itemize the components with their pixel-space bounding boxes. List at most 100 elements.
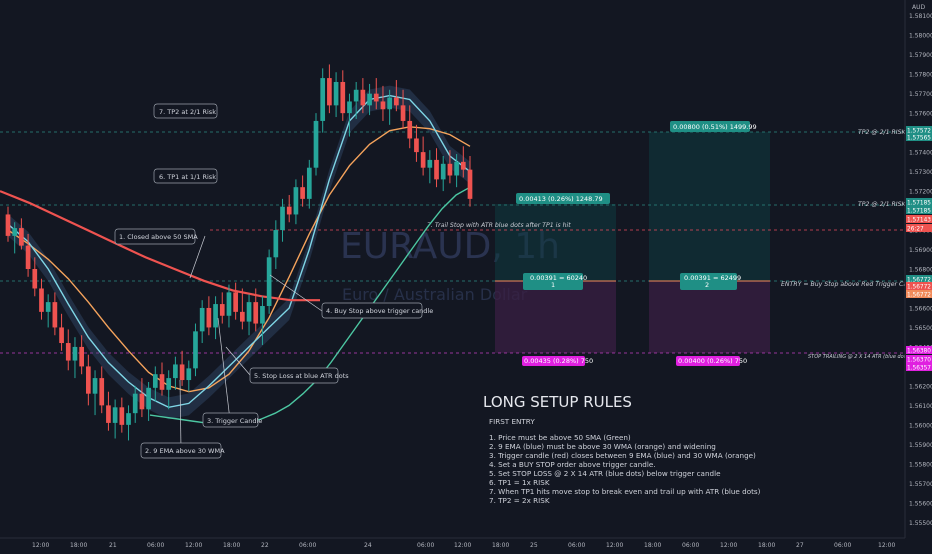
position-1-target-label[interactable]: 0.00413 (0.26%) 1248.79	[516, 193, 610, 204]
candle-body	[320, 78, 326, 121]
price-tag-label: 1.57572	[907, 129, 931, 135]
time-tick-label: 06:00	[568, 542, 585, 549]
time-tick-label: 18:00	[758, 542, 775, 549]
time-tick-label: 25	[530, 542, 538, 549]
price-tag-label: 1.56772	[907, 278, 931, 284]
position-1-target-zone[interactable]	[495, 204, 616, 281]
position-1-stop-label[interactable]: 0.00435 (0.28%) 750	[522, 356, 593, 366]
price-tick-label: 1.57300	[909, 169, 932, 176]
callout-stop-loss[interactable]: 5. Stop Loss at blue ATR dots	[249, 367, 349, 384]
position-2-target-zone[interactable]	[649, 132, 770, 281]
candle-body	[253, 302, 259, 324]
candle-body	[273, 230, 279, 258]
candle-body	[72, 346, 78, 361]
callout-ema-above-wma[interactable]: 2. 9 EMA above 30 WMA	[140, 442, 225, 459]
price-tick-label: 1.57900	[909, 52, 932, 59]
price-tick-label: 1.56800	[909, 267, 932, 274]
position-2-target-label[interactable]: 0.00800 (0.51%) 1499.99	[670, 121, 757, 132]
candle-body	[400, 105, 406, 121]
candle-body	[260, 306, 265, 324]
time-tick-label: 18:00	[644, 542, 661, 549]
candle-body	[333, 81, 339, 106]
price-tick-label: 1.55500	[909, 520, 932, 527]
candle-body	[420, 152, 426, 168]
price-tag-label: 1.57185	[907, 201, 931, 207]
candle-body	[132, 393, 138, 414]
trail-note: 7. Trail Stop with ATR blue dots after T…	[427, 221, 571, 229]
rule-item: 6. TP1 = 1x RISK	[489, 478, 550, 487]
candle-body	[199, 307, 205, 332]
time-axis[interactable]	[0, 538, 932, 550]
callout-tp1[interactable]: 6. TP1 at 1/1 Risk	[153, 168, 218, 184]
price-tag-label: 1.56772	[907, 285, 931, 291]
candle-body	[139, 393, 145, 410]
candle-body	[380, 101, 386, 110]
candle-body	[112, 407, 118, 423]
candle-body	[434, 159, 439, 180]
price-tick-label: 1.56500	[909, 325, 932, 332]
svg-text:1: 1	[551, 281, 555, 289]
price-tag	[906, 290, 932, 298]
price-tag-label: 1.56772	[907, 293, 931, 299]
candle-body	[347, 101, 352, 114]
candle-body	[25, 245, 31, 269]
tp2-line-label: TP2 @ 2/1 RISK	[858, 128, 907, 136]
position-2-stop-zone[interactable]	[649, 281, 770, 353]
callout-closed-above-sma[interactable]: 1. Closed above 50 SMA	[114, 228, 198, 245]
candle-body	[19, 228, 24, 246]
price-tag-label: 1.57185	[907, 209, 931, 215]
time-tick-label: 27	[796, 542, 804, 549]
time-tick-label: 22	[261, 542, 269, 549]
candle-body	[440, 163, 446, 180]
candle-body	[39, 288, 44, 312]
candle-body	[45, 302, 51, 312]
svg-text:0.00435 (0.28%) 750: 0.00435 (0.28%) 750	[524, 357, 593, 365]
price-tick-label: 1.56900	[909, 247, 932, 254]
svg-text:0.00800 (0.51%) 1499.99: 0.00800 (0.51%) 1499.99	[673, 123, 757, 131]
price-tag	[906, 133, 932, 141]
time-tick-label: 12:00	[185, 542, 202, 549]
price-tick-label: 1.57400	[909, 150, 932, 157]
position-2-entry-label[interactable]: 0.00391 = 62499 2	[680, 273, 741, 290]
candle-body	[353, 89, 359, 102]
svg-text:2: 2	[705, 281, 709, 289]
stop-line-label: STOP TRAILING @ 2 X 14 ATR (blue dots)	[808, 354, 910, 360]
svg-text:1. Closed above 50 SMA: 1. Closed above 50 SMA	[119, 233, 198, 241]
entry-line-label: ENTRY = Buy Stop above Red Trigger Candl…	[781, 280, 921, 288]
candle-body	[327, 78, 332, 106]
candle-body	[246, 302, 252, 322]
svg-text:0.00413 (0.26%) 1248.79: 0.00413 (0.26%) 1248.79	[519, 195, 603, 203]
svg-text:0.00391 = 62499: 0.00391 = 62499	[684, 274, 741, 282]
candle-body	[300, 187, 305, 199]
price-tag	[906, 215, 932, 223]
candle-body	[387, 97, 392, 110]
time-tick-label: 12:00	[606, 542, 623, 549]
position-1-stop-zone[interactable]	[495, 281, 616, 353]
candle-body	[219, 304, 225, 316]
candle-body	[407, 120, 413, 139]
svg-text:7. TP2 at 2/1 Risk: 7. TP2 at 2/1 Risk	[159, 108, 216, 116]
position-1-entry-label[interactable]: 0.00391 = 60240 1	[523, 273, 587, 290]
candle-body	[467, 169, 473, 199]
time-tick-label: 12:00	[454, 542, 471, 549]
candle-body	[166, 378, 172, 390]
price-tag	[906, 355, 932, 363]
callout-tp2[interactable]: 7. TP2 at 2/1 Risk	[153, 103, 218, 119]
candle-body	[79, 346, 84, 367]
candlesticks[interactable]	[5, 64, 473, 441]
price-tick-label: 1.57800	[909, 72, 932, 79]
rule-item: 2. 9 EMA (blue) must be above 30 WMA (or…	[489, 442, 716, 451]
price-tag	[906, 206, 932, 214]
callout-trigger-candle[interactable]: 3. Trigger Candle	[202, 412, 262, 428]
rules-subtitle: FIRST ENTRY	[489, 417, 535, 426]
candle-body	[186, 368, 192, 381]
price-tick-label: 1.58100	[909, 13, 932, 20]
callout-buy-stop[interactable]: 4. Buy Stop above trigger candle	[321, 302, 433, 319]
candle-body	[65, 343, 71, 361]
symbol-name-watermark: Euro / Australian Dollar	[342, 285, 528, 304]
position-2-stop-label[interactable]: 0.00400 (0.26%) 750	[676, 356, 747, 366]
time-tick-label: 18:00	[70, 542, 87, 549]
